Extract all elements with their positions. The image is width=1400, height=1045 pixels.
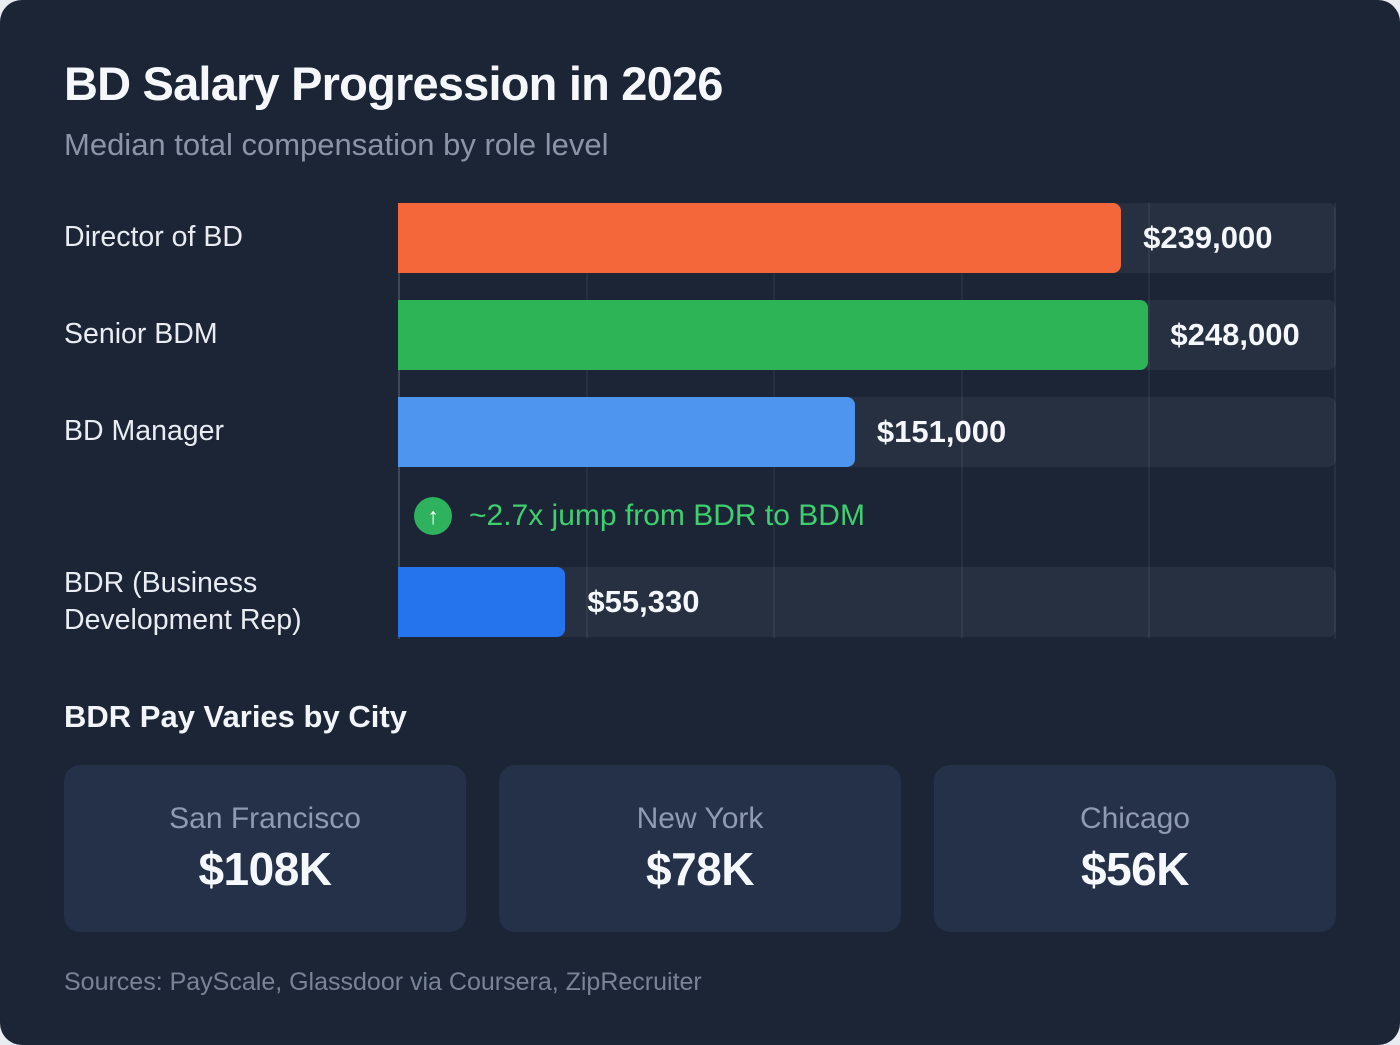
sources-note: Sources: PayScale, Glassdoor via Courser… (64, 968, 702, 997)
annotation-text: ~2.7x jump from BDR to BDM (469, 499, 865, 532)
city-card-new-york: New York $78K (499, 765, 901, 933)
jump-annotation: ↑ ~2.7x jump from BDR to BDM (398, 497, 1336, 535)
city-cards: San Francisco $108K New York $78K Chicag… (64, 765, 1336, 933)
bar-senior-bdm (398, 300, 1149, 370)
bar-track: $151,000 (398, 397, 1336, 467)
city-value: $78K (646, 842, 754, 895)
bar-label: BD Manager (64, 415, 224, 448)
city-value: $56K (1081, 842, 1189, 895)
salary-bar-chart: Director of BD $239,000 Senior BDM $248,… (64, 203, 1336, 640)
city-value: $108K (198, 842, 332, 895)
bar-track: $55,330 (398, 567, 1336, 638)
up-arrow-icon: ↑ (414, 497, 452, 535)
bar-value: $248,000 (1170, 317, 1300, 352)
bar-value: $151,000 (876, 414, 1007, 449)
bar-value: $239,000 (1143, 220, 1273, 255)
bar-row-bd-manager: BD Manager $151,000 (64, 397, 1336, 467)
section-title: BDR Pay Varies by City (64, 699, 407, 735)
bar-bd-manager (398, 397, 855, 467)
city-name: San Francisco (169, 801, 361, 835)
bar-row-senior-bdm: Senior BDM $248,000 (64, 300, 1336, 370)
annotation-row: ↑ ~2.7x jump from BDR to BDM (64, 494, 1336, 538)
city-name: New York (636, 801, 764, 835)
bar-track: $239,000 (398, 203, 1336, 273)
bar-track: $248,000 (398, 300, 1336, 370)
page-title: BD Salary Progression in 2026 (64, 57, 723, 110)
page-subtitle: Median total compensation by role level (64, 127, 609, 162)
bar-row-director-of-bd: Director of BD $239,000 (64, 203, 1336, 273)
bar-label: Senior BDM (64, 318, 218, 351)
city-card-san-francisco: San Francisco $108K (64, 765, 466, 933)
bar-label: BDR (Business Development Rep) (64, 567, 302, 637)
bar-row-bdr: BDR (Business Development Rep) $55,330 (64, 565, 1336, 639)
bar-value: $55,330 (587, 584, 700, 620)
bar-director-of-bd (398, 203, 1122, 273)
bar-bdr (398, 567, 566, 638)
bar-label: Director of BD (64, 221, 243, 254)
city-card-chicago: Chicago $56K (934, 765, 1336, 933)
city-name: Chicago (1079, 801, 1191, 835)
